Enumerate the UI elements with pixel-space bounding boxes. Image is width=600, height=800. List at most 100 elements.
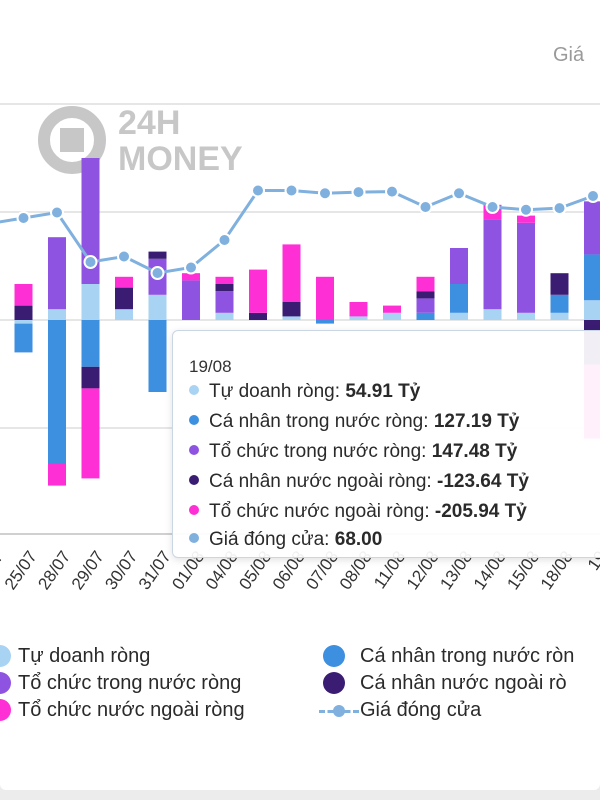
bar-segment[interactable] xyxy=(215,284,234,292)
bar-segment[interactable] xyxy=(517,222,535,313)
bar-segment[interactable] xyxy=(550,273,569,295)
bar-segment[interactable] xyxy=(215,312,234,320)
bar-segment[interactable] xyxy=(383,305,401,313)
watermark-logo-icon xyxy=(38,106,106,174)
bar-segment[interactable] xyxy=(148,320,167,392)
x-tick-label: 29/07 xyxy=(68,547,108,593)
bar-segment[interactable] xyxy=(148,251,167,259)
bar-segment[interactable] xyxy=(416,276,435,292)
bar-segment[interactable] xyxy=(48,464,66,486)
bar-segment[interactable] xyxy=(115,287,133,310)
bar-segment[interactable] xyxy=(416,312,435,320)
bar-segment[interactable] xyxy=(450,312,468,320)
price-point[interactable] xyxy=(318,186,332,201)
price-point[interactable] xyxy=(552,201,567,216)
bar-segment[interactable] xyxy=(81,158,100,284)
bar-segment[interactable] xyxy=(584,254,600,301)
bar-segment[interactable] xyxy=(550,294,569,313)
legend-dot-icon[interactable] xyxy=(0,645,11,667)
tooltip-row: Tự doanh ròng: 54.91 Tỷ xyxy=(189,381,420,403)
price-point[interactable] xyxy=(83,255,98,269)
bar-segment[interactable] xyxy=(416,291,435,299)
bar-segment[interactable] xyxy=(349,302,368,317)
legend-item[interactable]: Cá nhân trong nước ròn xyxy=(360,645,575,667)
series-dot-icon xyxy=(189,384,199,395)
legend-item[interactable]: Giá đóng cửa xyxy=(360,699,482,721)
bar-segment[interactable] xyxy=(81,284,100,320)
tooltip: 19/08 Tự doanh ròng: 54.91 Tỷ Cá nhân tr… xyxy=(172,330,600,558)
series-dot-icon xyxy=(189,504,199,515)
bar-segment[interactable] xyxy=(215,276,234,284)
bar-segment[interactable] xyxy=(14,320,33,324)
legend-item[interactable]: Cá nhân nước ngoài rò xyxy=(360,672,567,694)
bar-segment[interactable] xyxy=(14,284,33,306)
price-point[interactable] xyxy=(586,189,600,203)
price-point[interactable] xyxy=(452,186,466,201)
legend-dot-icon[interactable] xyxy=(333,705,345,717)
bar-segment[interactable] xyxy=(14,305,33,320)
legend-dot-icon[interactable] xyxy=(323,645,345,667)
legend-item[interactable]: Tự doanh ròng xyxy=(18,645,151,667)
bar-segment[interactable] xyxy=(584,201,600,255)
bar-segment[interactable] xyxy=(115,276,133,288)
bar-segment[interactable] xyxy=(517,215,535,223)
bar-segment[interactable] xyxy=(584,300,600,320)
price-point[interactable] xyxy=(184,260,198,275)
x-tick-label: 25/07 xyxy=(1,547,41,593)
watermark: 24H MONEY xyxy=(38,104,243,178)
bar-segment[interactable] xyxy=(115,309,133,320)
bar-segment[interactable] xyxy=(282,244,301,302)
bar-segment[interactable] xyxy=(182,280,200,320)
legend-dot-icon[interactable] xyxy=(323,672,345,694)
bar-segment[interactable] xyxy=(349,316,368,320)
legend-item[interactable]: Tổ chức nước ngoài ròng xyxy=(18,699,245,721)
bar-segment[interactable] xyxy=(450,248,468,284)
price-point[interactable] xyxy=(418,200,433,214)
bar-segment[interactable] xyxy=(517,312,535,320)
legend-dot-icon[interactable] xyxy=(0,672,11,694)
bar-segment[interactable] xyxy=(14,323,33,353)
bar-segment[interactable] xyxy=(550,312,569,320)
price-point[interactable] xyxy=(50,205,64,220)
price-point[interactable] xyxy=(284,183,299,198)
price-point[interactable] xyxy=(519,202,533,217)
price-axis-label: Giá xyxy=(553,44,585,66)
bar-segment[interactable] xyxy=(249,269,267,313)
series-dot-icon xyxy=(189,444,199,455)
price-point[interactable] xyxy=(217,233,232,247)
bar-segment[interactable] xyxy=(215,291,234,313)
price-line-series xyxy=(0,183,600,280)
bar-segment[interactable] xyxy=(282,302,301,317)
bar-segment[interactable] xyxy=(81,366,100,389)
bar-segment[interactable] xyxy=(416,298,435,313)
tooltip-row: Cá nhân trong nước ròng: 127.19 Tỷ xyxy=(189,411,519,433)
price-point[interactable] xyxy=(385,184,399,199)
price-point[interactable] xyxy=(117,249,131,264)
bar-segment[interactable] xyxy=(483,309,502,320)
bar-segment[interactable] xyxy=(450,284,468,313)
bar-segment[interactable] xyxy=(483,219,502,310)
tooltip-row: Tổ chức nước ngoài ròng: -205.94 Tỷ xyxy=(189,501,527,523)
price-point[interactable] xyxy=(351,185,366,200)
bar-segment[interactable] xyxy=(48,320,66,464)
price-point[interactable] xyxy=(16,211,31,225)
legend-dot-icon[interactable] xyxy=(0,699,11,721)
bar-segment[interactable] xyxy=(48,309,66,320)
price-point[interactable] xyxy=(150,266,165,280)
bar-segment[interactable] xyxy=(81,388,100,479)
bar-segment[interactable] xyxy=(316,320,334,324)
bar-segment[interactable] xyxy=(316,276,334,320)
bar-segment[interactable] xyxy=(249,312,267,320)
bar-segment[interactable] xyxy=(282,316,301,320)
price-point[interactable] xyxy=(251,183,265,198)
bar-segment[interactable] xyxy=(81,320,100,367)
x-tick-label: 31/07 xyxy=(135,547,175,593)
bar-segment[interactable] xyxy=(182,273,200,281)
series-dot-icon xyxy=(189,474,199,485)
bar-segment[interactable] xyxy=(48,237,66,310)
legend-item[interactable]: Tổ chức trong nước ròng xyxy=(18,672,242,694)
bar-segment[interactable] xyxy=(148,294,167,320)
bar-segment[interactable] xyxy=(383,312,401,320)
price-point[interactable] xyxy=(485,200,500,214)
